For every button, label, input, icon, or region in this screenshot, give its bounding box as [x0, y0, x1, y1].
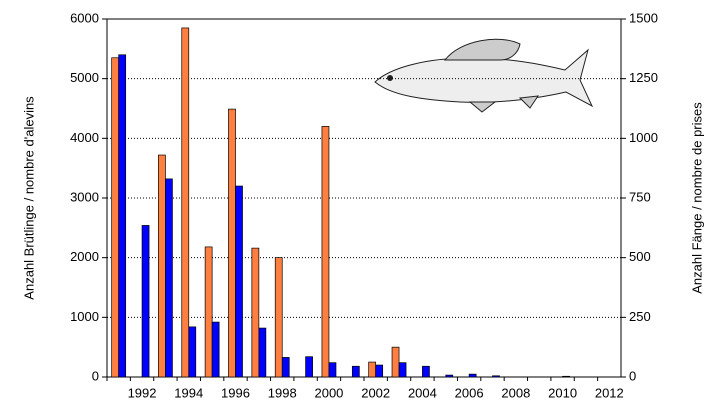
y2-tick-label: 1250 [629, 70, 658, 85]
bar [305, 356, 313, 378]
y-tick-label: 5000 [70, 70, 99, 85]
bar [228, 108, 236, 378]
bar [251, 247, 260, 378]
bar [398, 362, 407, 378]
y-tick-label: 4000 [70, 130, 99, 145]
x-tick-label: 1998 [268, 385, 297, 400]
y2-tick-label: 1500 [629, 10, 658, 25]
bar [562, 375, 570, 378]
y2-tick-label: 1000 [629, 130, 658, 145]
fish-illustration [374, 38, 594, 113]
bar [204, 246, 213, 378]
bar [211, 321, 220, 378]
x-tick-label: 2006 [455, 385, 484, 400]
y-tick-label: 0 [92, 368, 99, 383]
y2-tick-label: 500 [629, 249, 651, 264]
y-tick-label: 3000 [70, 189, 99, 204]
x-tick-label: 2004 [408, 385, 437, 400]
bar [181, 27, 190, 378]
bar [235, 185, 243, 378]
bar [118, 54, 127, 378]
bar [258, 327, 267, 378]
bar [141, 225, 150, 378]
bar [188, 326, 197, 378]
y-tick-label: 6000 [70, 10, 99, 25]
y-tick-label: 1000 [70, 309, 99, 324]
x-tick-label: 2008 [501, 385, 530, 400]
bar [445, 374, 454, 378]
bar [111, 57, 120, 378]
bar [375, 364, 384, 378]
bar [165, 178, 173, 378]
x-tick-label: 2002 [361, 385, 390, 400]
y2-tick-label: 0 [629, 368, 636, 383]
bar [274, 257, 283, 378]
x-tick-label: 1992 [128, 385, 157, 400]
bar [422, 365, 430, 378]
bar [492, 375, 500, 378]
bar [281, 357, 290, 378]
x-tick-label: 1996 [221, 385, 250, 400]
y-axis-title: Anzahl Brütlinge / nombre d'alevins [21, 96, 36, 300]
bar [351, 365, 360, 378]
x-tick-label: 2010 [548, 385, 577, 400]
y2-tick-label: 250 [629, 309, 651, 324]
y-tick-label: 2000 [70, 249, 99, 264]
x-tick-label: 2012 [595, 385, 624, 400]
x-tick-label: 1994 [174, 385, 203, 400]
bar [368, 361, 377, 378]
x-tick-label: 2000 [314, 385, 343, 400]
bar [321, 126, 330, 378]
bar [468, 373, 477, 378]
bar [391, 346, 400, 378]
y2-tick-label: 750 [629, 189, 651, 204]
y2-axis-title: Anzahl Fänge / nombre de prises [689, 102, 704, 294]
bar [328, 362, 337, 378]
bar [158, 154, 166, 378]
